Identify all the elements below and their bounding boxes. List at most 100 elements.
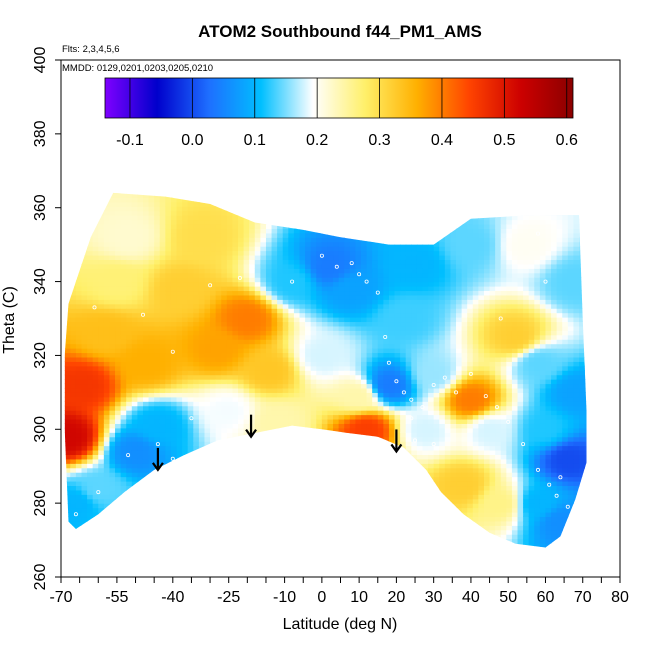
heatmap-cell (98, 529, 105, 535)
heatmap-cell (243, 272, 250, 278)
heatmap-cell (366, 489, 373, 495)
heatmap-cell (260, 529, 267, 535)
heatmap-cell (165, 223, 172, 229)
heatmap-cell (372, 494, 379, 500)
heatmap-cell (70, 370, 77, 376)
heatmap-cell (170, 299, 178, 305)
heatmap-cell (260, 290, 267, 296)
heatmap-cell (148, 215, 155, 221)
heatmap-cell (265, 379, 273, 385)
heatmap-cell (182, 534, 189, 540)
heatmap-cell (98, 441, 105, 447)
heatmap-cell (355, 463, 362, 469)
heatmap-cell (154, 294, 161, 300)
heatmap-cell (75, 339, 83, 345)
heatmap-cell (142, 237, 150, 243)
heatmap-cell (204, 325, 211, 331)
heatmap-cell (277, 268, 284, 274)
heatmap-cell (344, 321, 351, 327)
heatmap-cell (277, 361, 284, 367)
heatmap-cell (383, 254, 390, 261)
heatmap-cell (260, 472, 267, 478)
heatmap-cell (277, 463, 284, 469)
heatmap-cell (277, 330, 284, 336)
heatmap-cell (265, 277, 273, 283)
heatmap-cell (115, 529, 122, 535)
heatmap-cell (81, 254, 88, 261)
heatmap-cell (299, 436, 306, 442)
heatmap-cell (282, 325, 289, 331)
heatmap-cell (299, 520, 306, 526)
heatmap-cell (260, 405, 267, 411)
heatmap-cell (366, 321, 373, 327)
heatmap-cell (70, 281, 77, 287)
heatmap-cell (366, 392, 373, 398)
heatmap-cell (120, 197, 127, 203)
heatmap-cell (148, 223, 155, 229)
heatmap-cell (109, 480, 116, 487)
heatmap-cell (338, 405, 345, 411)
heatmap-cell (165, 254, 172, 261)
heatmap-cell (333, 303, 340, 309)
heatmap-cell (210, 498, 217, 504)
heatmap-cell (81, 325, 88, 331)
heatmap-cell (75, 534, 83, 540)
heatmap-cell (137, 401, 144, 407)
heatmap-cell (109, 299, 116, 305)
heatmap-cell (170, 494, 178, 500)
heatmap-cell (355, 228, 362, 234)
heatmap-cell (355, 538, 362, 544)
heatmap-cell (87, 401, 94, 407)
heatmap-cell (249, 543, 256, 548)
heatmap-cell (182, 463, 189, 469)
heatmap-cell (170, 520, 178, 526)
heatmap-cell (131, 365, 138, 371)
heatmap-cell (243, 489, 250, 495)
heatmap-cell (349, 534, 357, 540)
heatmap-cell (193, 449, 200, 455)
heatmap-cell (204, 232, 211, 238)
heatmap-cell (271, 525, 278, 531)
heatmap-cell (103, 303, 111, 309)
heatmap-cell (349, 343, 357, 349)
heatmap-cell (87, 263, 94, 269)
heatmap-cell (92, 476, 99, 482)
heatmap-cell (293, 356, 301, 362)
heatmap-cell (142, 414, 150, 420)
heatmap-cell (271, 206, 278, 212)
heatmap-cell (271, 325, 278, 331)
heatmap-cell (137, 299, 144, 305)
heatmap-cell (142, 268, 150, 274)
heatmap-cell (126, 410, 133, 416)
heatmap-cell (338, 254, 345, 261)
heatmap-cell (87, 299, 94, 305)
heatmap-cell (366, 365, 373, 371)
heatmap-cell (126, 534, 133, 540)
heatmap-cell (148, 516, 155, 522)
heatmap-cell (349, 516, 357, 522)
heatmap-cell (293, 365, 301, 371)
heatmap-cell (383, 485, 390, 491)
heatmap-cell (75, 223, 83, 229)
heatmap-cell (232, 294, 239, 300)
heatmap-cell (148, 352, 155, 358)
heatmap-cell (81, 401, 88, 407)
heatmap-cell (372, 436, 379, 442)
heatmap-cell (103, 472, 111, 478)
heatmap-cell (254, 259, 261, 265)
heatmap-cell (260, 246, 267, 252)
heatmap-cell (70, 529, 77, 535)
heatmap-cell (293, 516, 301, 522)
heatmap-cell (159, 414, 166, 420)
heatmap-cell (193, 543, 200, 548)
heatmap-cell (338, 520, 345, 526)
heatmap-cell (103, 250, 111, 256)
heatmap-cell (193, 259, 200, 265)
heatmap-cell (366, 538, 373, 544)
heatmap-cell (165, 414, 172, 420)
heatmap-cell (277, 405, 284, 411)
heatmap-cell (204, 414, 211, 420)
heatmap-cell (333, 339, 340, 345)
heatmap-cell (260, 392, 267, 398)
heatmap-cell (243, 308, 250, 314)
